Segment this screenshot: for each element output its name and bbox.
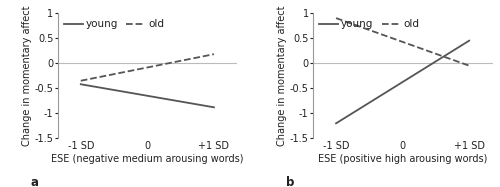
Y-axis label: Change in momentary affect: Change in momentary affect xyxy=(277,5,287,146)
young xyxy=(211,106,217,108)
Line: young: young xyxy=(81,84,214,107)
young xyxy=(78,83,84,85)
Legend: young, old: young, old xyxy=(318,18,420,30)
Line: old: old xyxy=(336,18,469,66)
Legend: young, old: young, old xyxy=(62,18,165,30)
X-axis label: ESE (positive high arousing words): ESE (positive high arousing words) xyxy=(318,154,488,164)
Line: old: old xyxy=(81,54,214,81)
young xyxy=(466,39,472,42)
old xyxy=(466,65,472,67)
Line: young: young xyxy=(336,41,469,123)
young xyxy=(333,122,339,125)
old xyxy=(211,53,217,55)
Text: b: b xyxy=(286,176,294,187)
Text: a: a xyxy=(30,176,38,187)
Y-axis label: Change in momentary affect: Change in momentary affect xyxy=(22,5,32,146)
X-axis label: ESE (negative medium arousing words): ESE (negative medium arousing words) xyxy=(51,154,244,164)
old xyxy=(333,17,339,19)
old xyxy=(78,80,84,82)
